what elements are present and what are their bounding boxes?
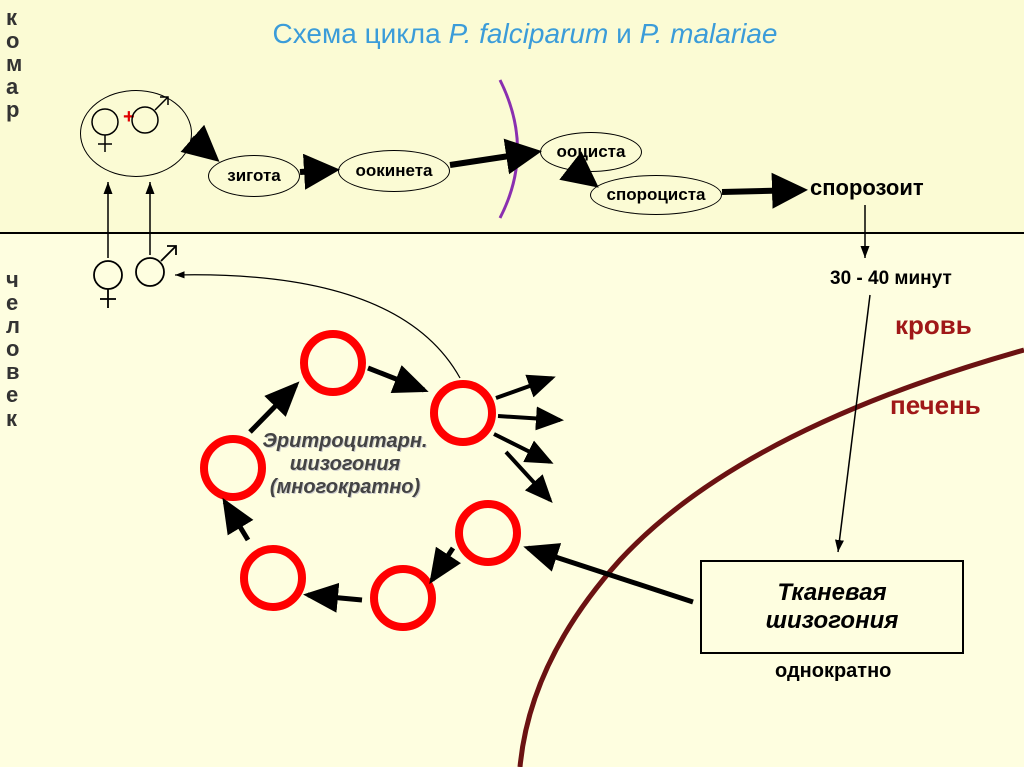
ery-line3: (многократно) — [235, 476, 455, 499]
erythrocytic-label: Эритроцитарн. шизогония (многократно) — [235, 430, 455, 499]
oval-zygote-label: зигота — [227, 166, 281, 186]
red-ring-5 — [455, 500, 521, 566]
ery-line1: Эритроцитарн. — [235, 430, 455, 453]
oval-oocista-label: ооциста — [557, 142, 626, 162]
oval-ookineta: оокинета — [338, 150, 450, 192]
title-mid: и — [608, 18, 639, 49]
plus-symbol: + — [123, 106, 135, 129]
title-prefix: Схема цикла — [272, 18, 448, 49]
tissue-line2: шизогония — [766, 607, 899, 635]
oval-sporocista-label: спороциста — [606, 185, 705, 205]
red-ring-1 — [300, 330, 366, 396]
title-sp1: P. falciparum — [449, 18, 609, 49]
label-sporozoit: спорозоит — [810, 175, 924, 201]
oval-oocista: ооциста — [540, 132, 642, 172]
bg-bottom — [0, 232, 1024, 767]
label-chelovek: человек — [6, 268, 20, 430]
tissue-line1: Тканевая — [766, 579, 899, 607]
label-blood: кровь — [895, 310, 972, 341]
red-ring-0 — [430, 380, 496, 446]
red-ring-4 — [370, 565, 436, 631]
label-komar: комар — [6, 6, 22, 121]
label-time: 30 - 40 минут — [830, 268, 952, 290]
title-sp2: P. malariae — [640, 18, 778, 49]
diagram-title: Схема цикла P. falciparum и P. malariae — [160, 18, 890, 50]
oval-zygote: зигота — [208, 155, 300, 197]
red-ring-3 — [240, 545, 306, 611]
oval-ookineta-label: оокинета — [355, 161, 432, 181]
label-odnokratno: однократно — [775, 660, 891, 683]
ery-line2: шизогония — [235, 453, 455, 476]
oval-sporocista: спороциста — [590, 175, 722, 215]
tissue-schizogony-box: Тканевая шизогония — [700, 560, 964, 654]
horizontal-divider — [0, 232, 1024, 234]
red-ring-2 — [200, 435, 266, 501]
label-liver: печень — [890, 390, 981, 421]
gametes-oval — [80, 90, 192, 177]
